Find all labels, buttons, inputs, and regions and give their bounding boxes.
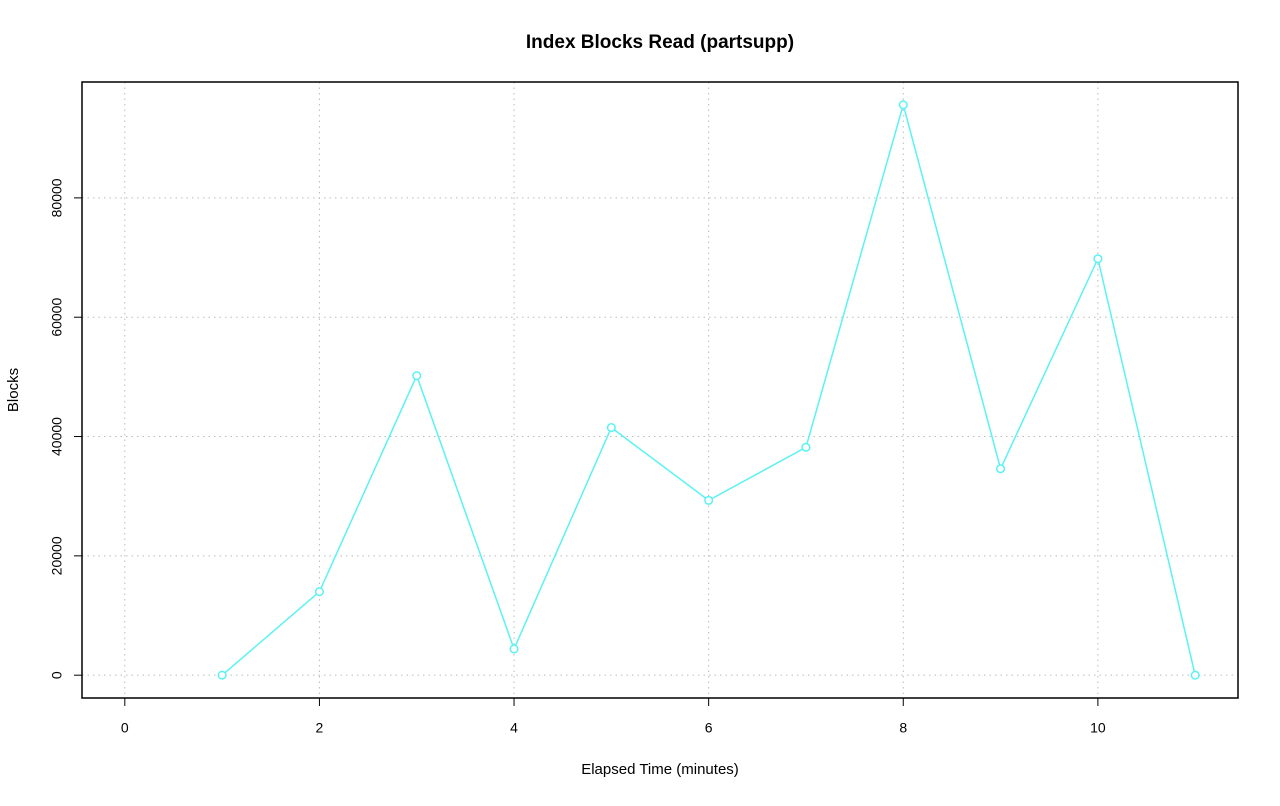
data-point (898, 100, 908, 110)
x-axis-label: Elapsed Time (minutes) (581, 761, 739, 778)
x-tick-label: 0 (121, 720, 129, 736)
x-tick-label: 2 (316, 720, 324, 736)
y-axis-label: Blocks (5, 368, 22, 412)
y-tick-label: 60000 (49, 298, 65, 337)
y-tick-label: 20000 (49, 536, 65, 575)
data-point (412, 371, 422, 381)
data-point (1190, 670, 1200, 680)
data-point (704, 495, 714, 505)
y-tick-label: 0 (49, 671, 65, 679)
x-tick-label: 10 (1090, 720, 1106, 736)
chart-title: Index Blocks Read (partsupp) (526, 32, 794, 53)
x-tick-label: 8 (899, 720, 907, 736)
x-tick-label: 4 (510, 720, 518, 736)
data-point (996, 464, 1006, 474)
data-point (314, 587, 324, 597)
y-tick-label: 80000 (49, 178, 65, 217)
plot-frame (81, 81, 1239, 699)
data-point (217, 670, 227, 680)
data-point (509, 644, 519, 654)
data-point (606, 423, 616, 433)
x-tick-label: 6 (705, 720, 713, 736)
data-point (801, 442, 811, 452)
data-point (1093, 254, 1103, 264)
y-tick-label: 40000 (49, 417, 65, 456)
